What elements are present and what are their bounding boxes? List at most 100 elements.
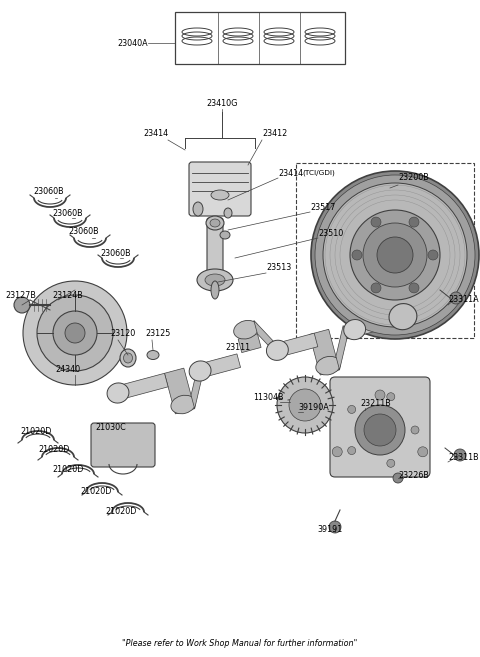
Text: 23060B: 23060B <box>100 250 131 258</box>
Ellipse shape <box>206 216 224 230</box>
Circle shape <box>409 217 419 227</box>
Ellipse shape <box>224 208 232 218</box>
Circle shape <box>329 521 341 533</box>
Ellipse shape <box>193 202 203 216</box>
Circle shape <box>332 447 342 457</box>
Text: 23127B: 23127B <box>5 290 36 300</box>
Ellipse shape <box>120 349 136 367</box>
Text: 23226B: 23226B <box>398 470 429 480</box>
FancyBboxPatch shape <box>330 377 430 477</box>
FancyBboxPatch shape <box>207 218 223 277</box>
Text: 23414: 23414 <box>143 129 168 137</box>
Ellipse shape <box>123 353 132 363</box>
Circle shape <box>348 447 356 455</box>
Text: "Please refer to Work Shop Manual for further information": "Please refer to Work Shop Manual for fu… <box>122 639 358 648</box>
Circle shape <box>289 389 321 421</box>
Circle shape <box>348 405 356 413</box>
Ellipse shape <box>374 283 398 302</box>
Circle shape <box>350 210 440 300</box>
Bar <box>175 12 345 64</box>
Text: 21020D: 21020D <box>20 428 51 436</box>
Ellipse shape <box>392 307 414 327</box>
Polygon shape <box>378 296 401 315</box>
Ellipse shape <box>189 361 211 381</box>
Polygon shape <box>238 334 261 353</box>
Text: 23311B: 23311B <box>448 453 479 463</box>
Ellipse shape <box>211 281 219 299</box>
Circle shape <box>450 292 462 304</box>
Text: 21020D: 21020D <box>80 487 111 497</box>
Circle shape <box>387 459 395 467</box>
Circle shape <box>393 473 403 483</box>
Polygon shape <box>276 333 318 357</box>
Polygon shape <box>394 283 419 319</box>
Circle shape <box>364 414 396 446</box>
Text: 23060B: 23060B <box>33 187 64 196</box>
Ellipse shape <box>389 304 417 330</box>
Polygon shape <box>353 310 405 336</box>
Ellipse shape <box>205 274 225 286</box>
Circle shape <box>371 283 381 293</box>
Circle shape <box>65 323 85 343</box>
Circle shape <box>355 405 405 455</box>
Polygon shape <box>116 373 168 399</box>
Circle shape <box>315 175 475 335</box>
Circle shape <box>23 281 127 385</box>
Text: 23410G: 23410G <box>206 99 238 108</box>
Text: 21020D: 21020D <box>38 445 70 455</box>
Polygon shape <box>336 325 347 370</box>
Text: 21020D: 21020D <box>105 507 136 516</box>
Ellipse shape <box>211 190 229 200</box>
Circle shape <box>418 447 428 457</box>
Ellipse shape <box>107 383 129 403</box>
Ellipse shape <box>197 269 233 291</box>
Circle shape <box>428 250 438 260</box>
Text: 23414: 23414 <box>278 168 303 177</box>
Circle shape <box>454 449 466 461</box>
FancyBboxPatch shape <box>91 423 155 467</box>
Circle shape <box>411 426 419 434</box>
Polygon shape <box>254 321 279 357</box>
Text: 24340: 24340 <box>55 365 81 374</box>
Text: 11304B: 11304B <box>253 394 284 403</box>
FancyBboxPatch shape <box>189 162 251 216</box>
Text: 23510: 23510 <box>318 229 343 237</box>
Text: 23412: 23412 <box>262 129 287 137</box>
Ellipse shape <box>147 350 159 359</box>
Circle shape <box>387 393 395 401</box>
Circle shape <box>363 223 427 287</box>
Polygon shape <box>310 329 339 375</box>
Text: 23124B: 23124B <box>52 290 83 300</box>
Polygon shape <box>198 354 240 378</box>
Ellipse shape <box>344 319 366 340</box>
Text: 23125: 23125 <box>145 330 170 338</box>
Bar <box>296 163 474 338</box>
Circle shape <box>371 217 381 227</box>
Text: 39190A: 39190A <box>298 403 329 413</box>
Text: 23040A: 23040A <box>118 39 148 47</box>
Text: 23517: 23517 <box>310 202 336 212</box>
Circle shape <box>14 297 30 313</box>
Circle shape <box>409 283 419 293</box>
Ellipse shape <box>266 340 288 361</box>
Circle shape <box>53 311 97 355</box>
Text: 23120: 23120 <box>110 330 135 338</box>
Ellipse shape <box>234 321 258 339</box>
Text: 23060B: 23060B <box>52 208 83 217</box>
Ellipse shape <box>220 231 230 239</box>
Text: 21030C: 21030C <box>95 424 126 432</box>
Text: 23513: 23513 <box>266 263 291 273</box>
Circle shape <box>277 377 333 433</box>
Text: 39191: 39191 <box>317 526 343 535</box>
Circle shape <box>37 295 113 371</box>
Circle shape <box>352 250 362 260</box>
Text: 23200B: 23200B <box>398 173 429 183</box>
Text: (TCI/GDI): (TCI/GDI) <box>302 170 335 177</box>
Polygon shape <box>165 368 195 414</box>
Ellipse shape <box>210 219 220 227</box>
Text: 23111: 23111 <box>226 344 251 353</box>
Circle shape <box>375 390 385 400</box>
Text: 23211B: 23211B <box>360 399 391 407</box>
Polygon shape <box>191 364 202 409</box>
Circle shape <box>377 237 413 273</box>
